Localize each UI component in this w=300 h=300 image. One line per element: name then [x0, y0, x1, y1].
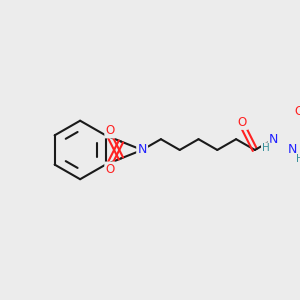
Text: O: O	[238, 116, 247, 129]
Text: O: O	[106, 163, 115, 176]
Text: N: N	[269, 133, 278, 146]
Text: N: N	[288, 143, 297, 157]
Text: O: O	[294, 105, 300, 118]
Text: O: O	[106, 124, 115, 137]
Text: H: H	[296, 154, 300, 164]
Text: H: H	[262, 143, 270, 153]
Text: N: N	[137, 143, 147, 157]
